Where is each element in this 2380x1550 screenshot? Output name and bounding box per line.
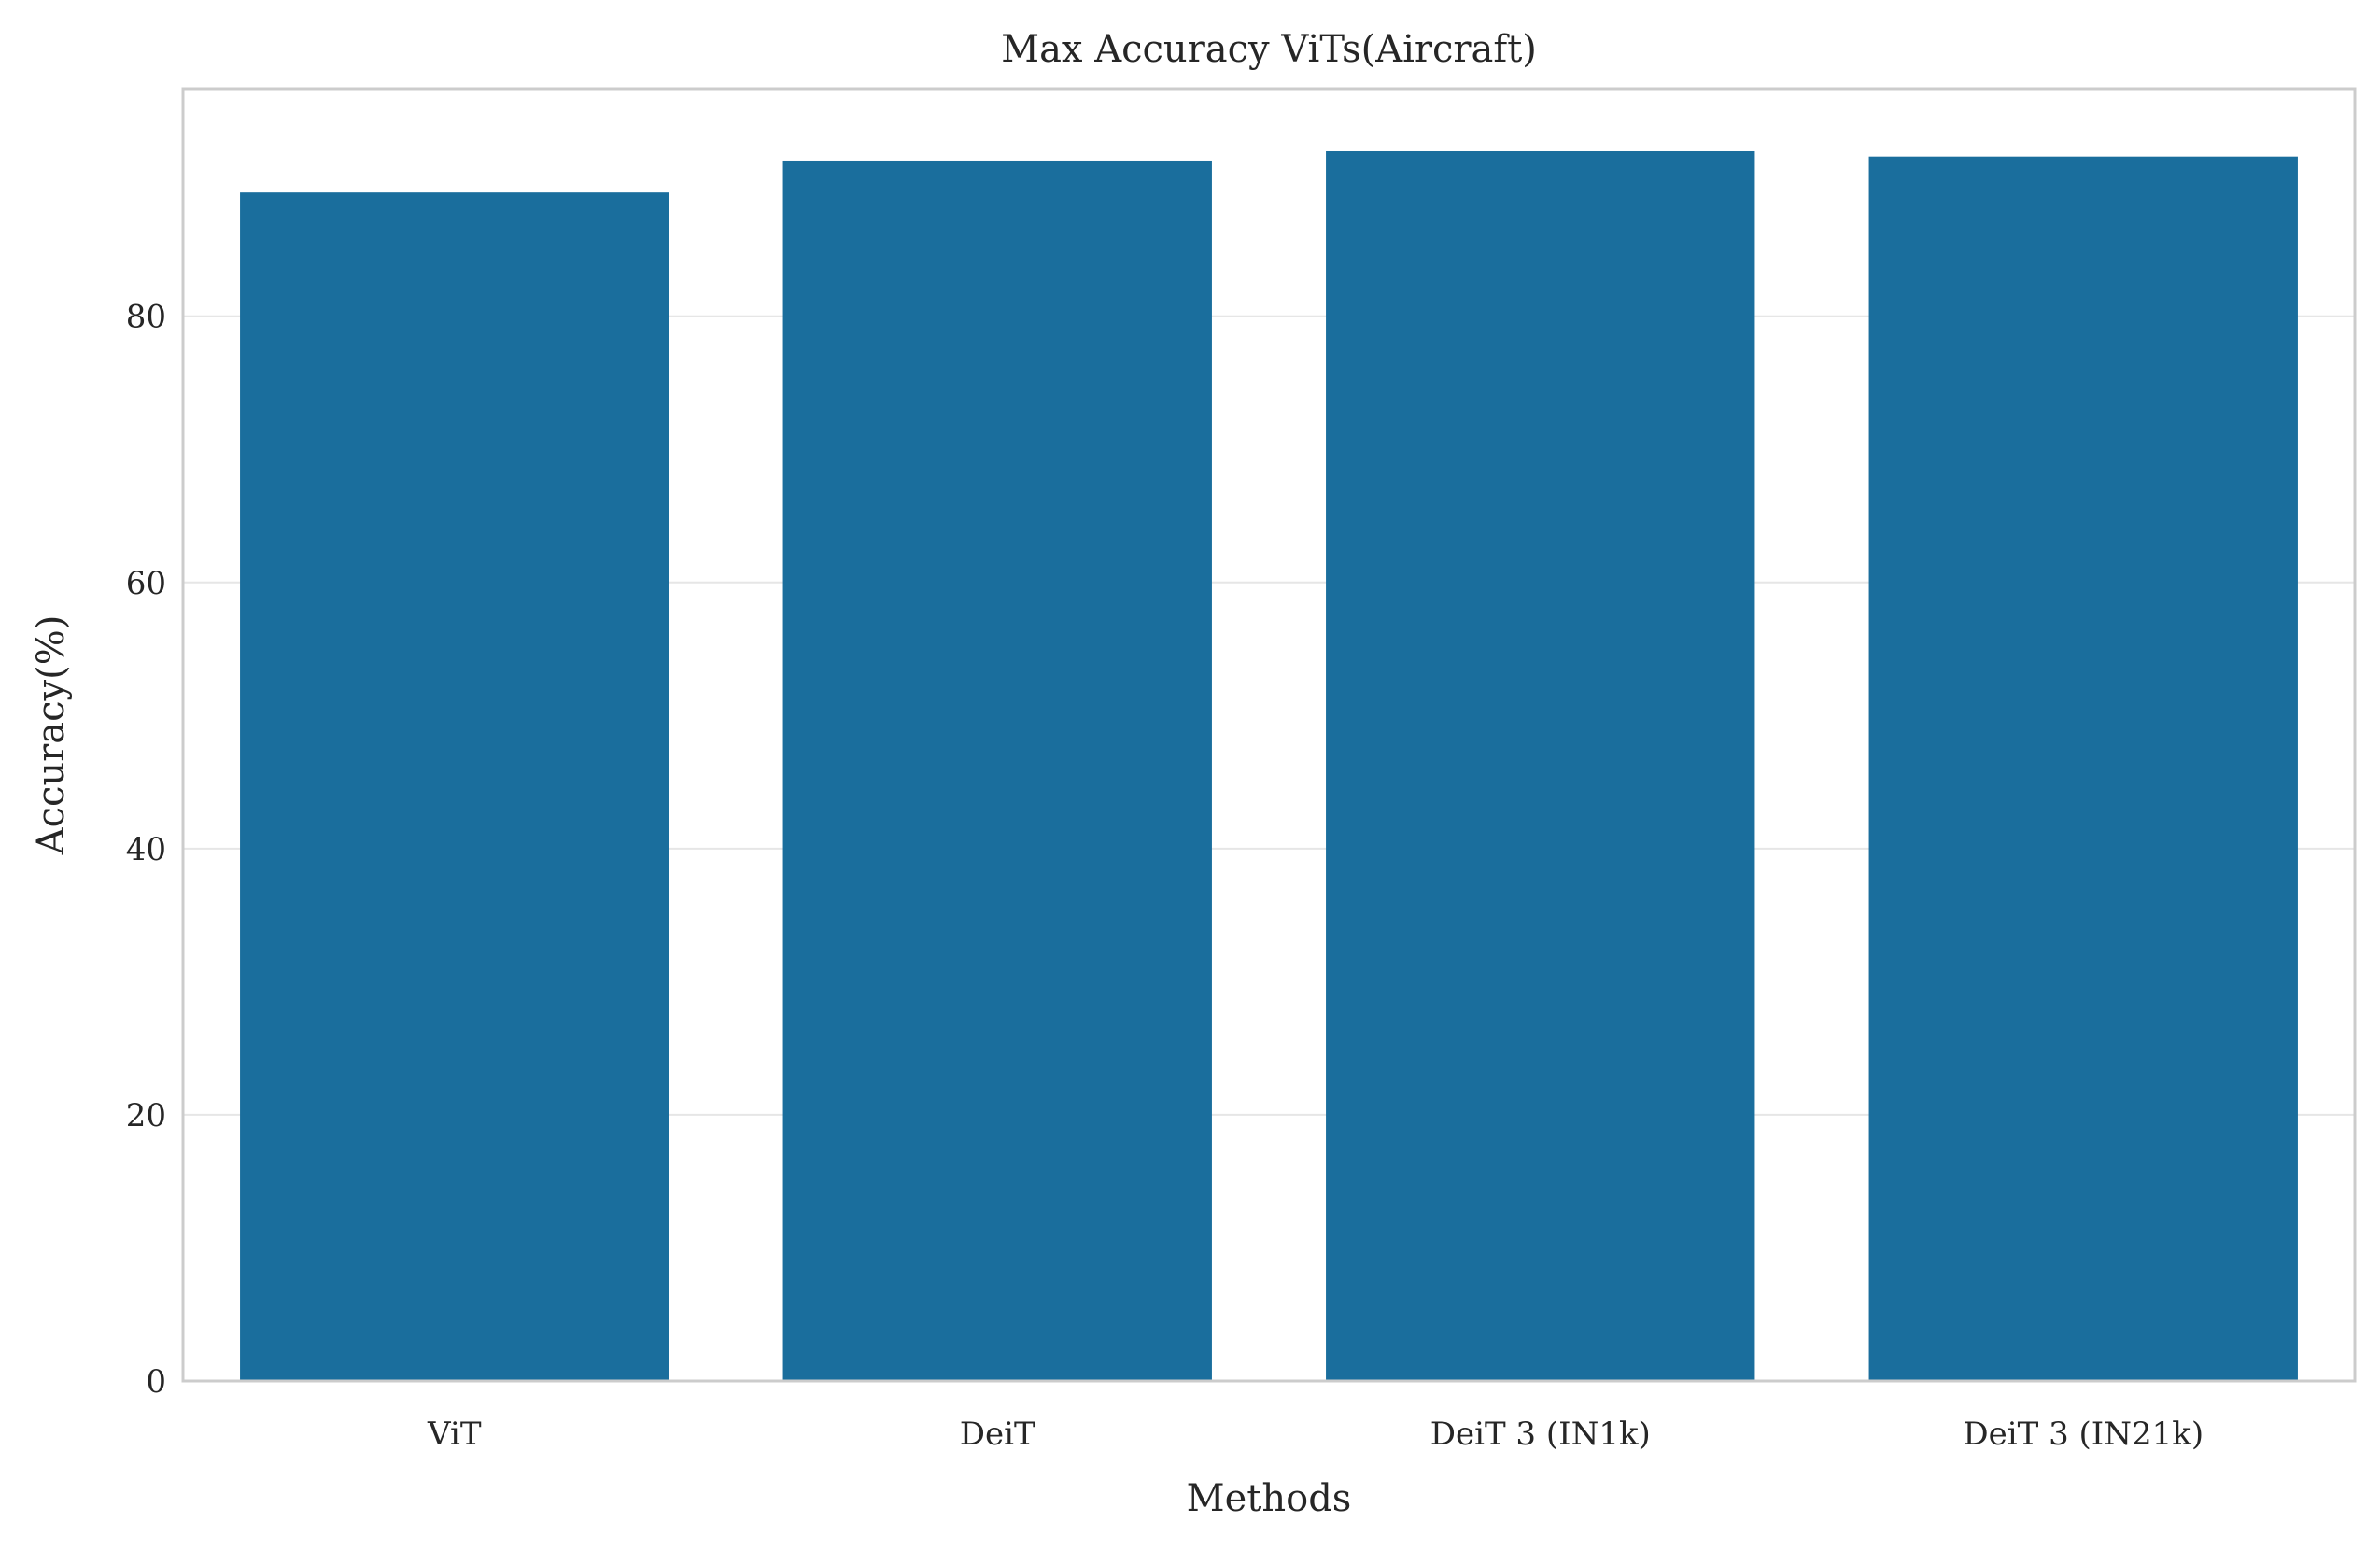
y-tick-label: 40: [126, 831, 166, 868]
y-tick-label: 80: [126, 299, 166, 336]
bar: [1868, 156, 2298, 1382]
chart-title: Max Accuracy ViTs(Aircraft): [1001, 28, 1537, 71]
plot-frame: [181, 87, 2357, 1383]
x-tick-label: DeiT 3 (IN21k): [1963, 1416, 2204, 1453]
x-tick-label: DeiT 3 (IN1k): [1430, 1416, 1651, 1453]
bars: [240, 150, 2298, 1382]
x-axis-label: Methods: [1187, 1477, 1352, 1520]
y-axis-ticks: 0 20 40 60 80: [126, 299, 166, 1401]
bar: [240, 192, 669, 1381]
bar: [782, 160, 1212, 1382]
y-axis-label: Accuracy(%): [30, 615, 73, 856]
y-tick-label: 0: [146, 1363, 166, 1401]
bar: [1326, 150, 1755, 1382]
y-tick-label: 20: [126, 1097, 166, 1134]
x-tick-label: ViT: [427, 1416, 482, 1453]
x-axis-ticks: ViT DeiT DeiT 3 (IN1k) DeiT 3 (IN21k): [427, 1416, 2204, 1453]
y-tick-label: 60: [126, 565, 166, 602]
x-tick-label: DeiT: [960, 1416, 1035, 1453]
